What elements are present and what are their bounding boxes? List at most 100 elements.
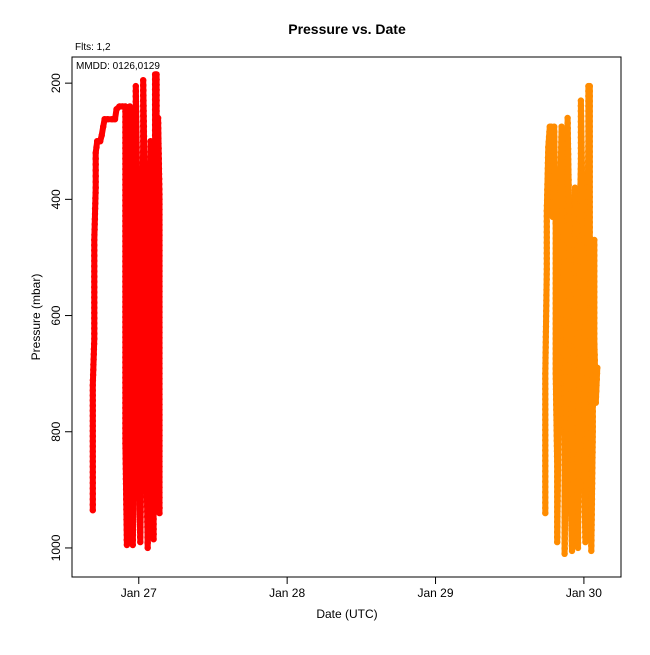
data-point [542,339,549,346]
data-point [156,237,163,244]
data-point [133,180,141,187]
data-point [555,410,562,417]
data-point [129,526,137,533]
data-point [89,443,97,450]
data-point [591,236,598,244]
data-point [555,415,562,422]
data-point [542,344,549,351]
data-point [552,189,559,196]
data-point [124,526,131,533]
data-point [133,175,141,182]
data-point [555,364,562,371]
data-point [140,128,148,135]
data-point [543,244,550,252]
data-point [576,396,583,403]
data-point [543,281,550,288]
data-point [133,128,140,136]
data-point [156,267,163,275]
data-point [126,118,134,126]
data-point [130,460,138,467]
data-point [561,545,568,552]
data-point [575,488,582,495]
data-point [565,207,573,215]
data-point [144,534,151,541]
data-point [565,202,573,209]
data-point [579,185,586,193]
data-point [555,441,562,448]
data-point [583,436,590,443]
data-point [562,495,569,502]
data-point [132,103,140,110]
data-point [140,133,148,140]
data-point [543,239,550,246]
data-point [577,107,585,115]
data-point [591,356,598,364]
data-series [89,71,601,557]
data-point [155,140,162,147]
data-point [138,458,145,466]
data-point [91,335,98,342]
data-point [574,534,582,541]
data-point [561,515,569,522]
data-point [150,505,157,513]
data-point [555,333,562,340]
data-point [137,498,144,506]
data-point [582,482,590,489]
data-point [575,483,582,490]
data-point [551,133,558,141]
data-point [578,159,586,167]
data-point [565,161,572,168]
data-point [583,467,590,474]
data-point [140,82,147,89]
data-point [129,531,137,539]
data-point [156,401,163,408]
data-point [586,168,593,175]
data-point [576,380,583,388]
data-point [140,102,147,110]
data-point [571,189,579,197]
data-point [586,82,593,90]
data-point [150,455,157,463]
data-point [565,187,572,194]
data-point [582,538,589,546]
data-point [589,433,596,441]
data-point [555,353,562,361]
data-point [91,242,98,249]
data-point [123,541,131,549]
x-axis: Jan 27 Jan 28 Jan 29 Jan 30 [121,576,602,600]
data-point [92,172,99,180]
data-point [554,533,561,541]
data-point [593,382,600,389]
data-point [558,148,566,155]
data-point [559,193,566,201]
data-point [89,490,97,497]
data-point [544,186,551,193]
data-point [156,329,163,336]
data-point [543,228,550,236]
data-point [130,470,138,478]
data-point [156,319,163,326]
data-point [156,303,163,311]
data-point [555,369,562,376]
data-point [542,370,549,377]
data-point [578,139,585,146]
data-point [552,199,559,207]
data-point [575,493,582,500]
data-point [89,417,97,425]
data-point [91,320,98,327]
data-point [551,159,558,166]
data-point [156,308,163,316]
data-point [141,184,148,191]
data-point [129,536,137,544]
data-point [153,81,160,89]
data-point [591,346,598,353]
data-point [566,253,573,260]
data-point [156,370,163,377]
data-point [89,412,97,419]
data-point [130,475,137,483]
data-point [543,207,550,215]
data-point [130,480,137,488]
data-point [559,213,566,221]
data-point [542,380,549,388]
